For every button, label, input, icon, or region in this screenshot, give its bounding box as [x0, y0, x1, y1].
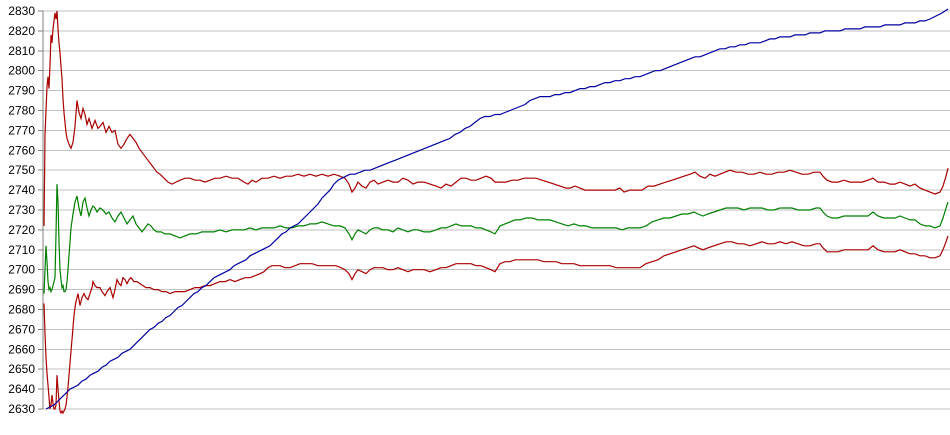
- y-axis-label: 2690: [8, 283, 35, 297]
- y-axis-label: 2740: [8, 183, 35, 197]
- y-axis-label: 2720: [8, 223, 35, 237]
- y-axis-label: 2660: [8, 342, 35, 356]
- y-axis-label: 2770: [8, 123, 35, 137]
- y-axis-label: 2790: [8, 84, 35, 98]
- y-axis-label: 2820: [8, 24, 35, 38]
- y-axis-label: 2670: [8, 322, 35, 336]
- y-axis-label: 2780: [8, 104, 35, 118]
- y-axis-label: 2710: [8, 243, 35, 257]
- y-axis-label: 2760: [8, 143, 35, 157]
- y-axis-label: 2830: [8, 4, 35, 18]
- series-blue-cumulative-line: [45, 8, 949, 410]
- y-axis-label: 2730: [8, 203, 35, 217]
- y-axis-label: 2650: [8, 362, 35, 376]
- series-upper-red-band: [43, 10, 949, 226]
- y-axis-label: 2640: [8, 382, 35, 396]
- y-axis-label: 2750: [8, 163, 35, 177]
- y-axis-label: 2630: [8, 402, 35, 416]
- y-axis-label: 2800: [8, 64, 35, 78]
- series-lower-red-band: [43, 235, 949, 415]
- y-axis-label: 2680: [8, 303, 35, 317]
- y-axis-label: 2810: [8, 44, 35, 58]
- y-axis-label: 2700: [8, 263, 35, 277]
- series-green-band: [43, 184, 949, 294]
